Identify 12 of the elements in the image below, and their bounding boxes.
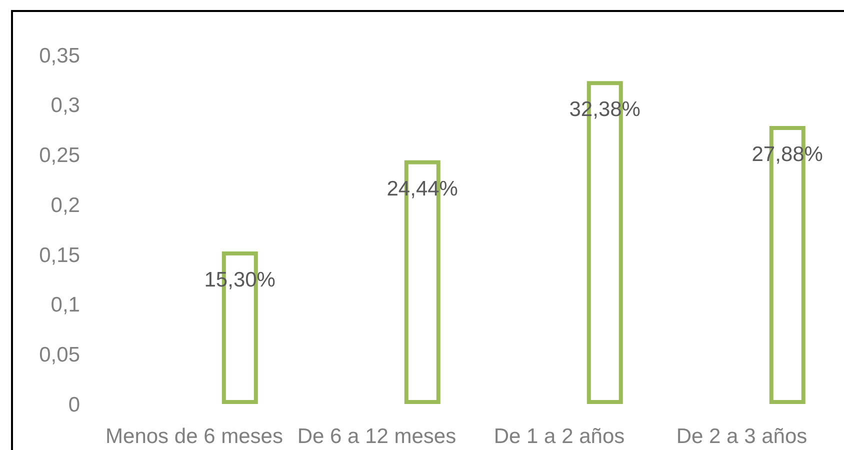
y-tick-label: 0,15 [39,244,80,267]
y-tick-label: 0,3 [50,94,80,118]
y-tick-label: 0,2 [50,194,80,217]
x-tick-label: Menos de 6 meses [106,425,283,448]
y-tick-label: 0,1 [50,294,80,317]
y-tick-label: 0 [68,393,80,416]
x-tick-label: De 6 a 12 meses [297,425,456,448]
y-tick-label: 0,35 [39,44,80,68]
y-tick-label: 0,05 [39,343,80,366]
y-tick-label: 0,25 [39,144,80,168]
x-tick-label: De 1 a 2 años [494,425,625,448]
x-tick-label: De 2 a 3 años [676,425,808,448]
